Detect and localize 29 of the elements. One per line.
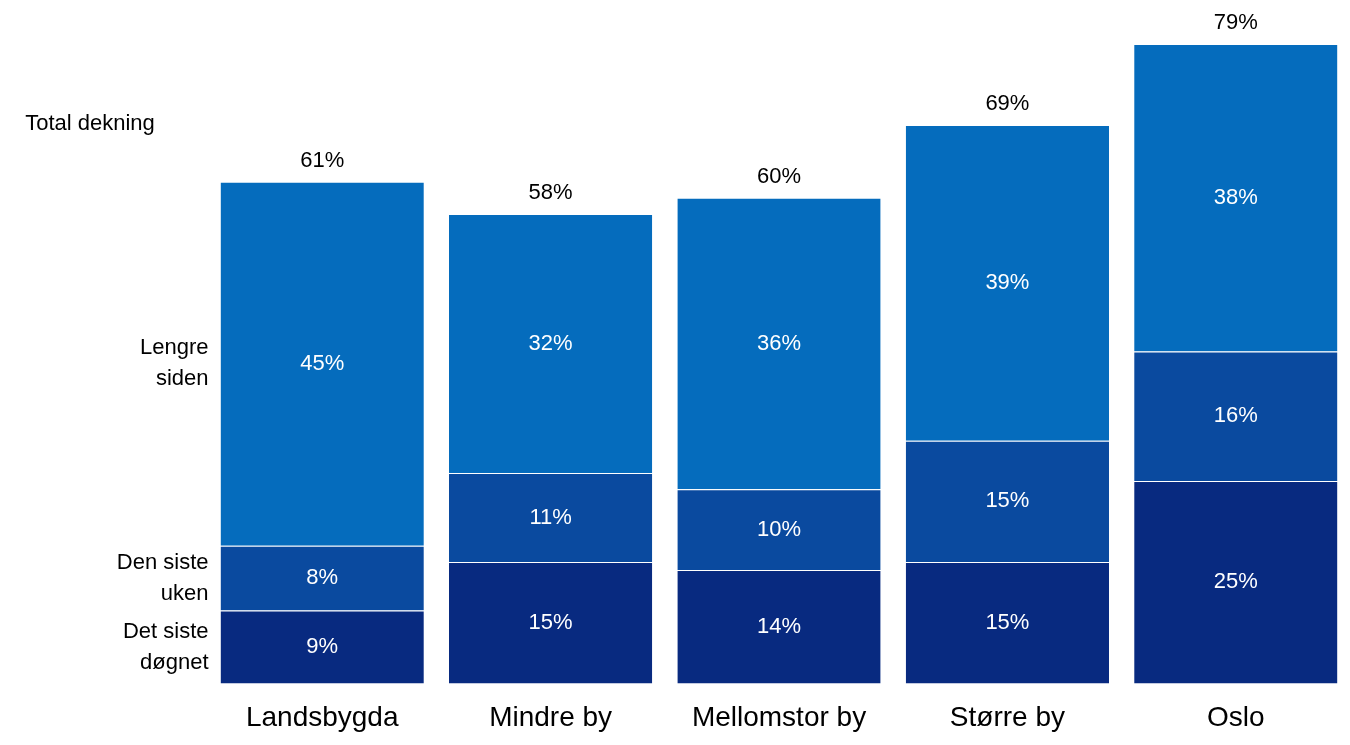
x-tick-label: Oslo [1207,700,1265,732]
data-label: 10% [756,515,802,541]
total-label: 58% [528,179,573,205]
data-label: 15% [985,487,1030,513]
data-label: 15% [528,608,573,634]
data-label: 15% [985,608,1030,634]
x-tick-label: Landsbygda [245,700,399,732]
data-label: 25% [1213,568,1258,594]
data-label: 39% [985,268,1030,294]
series-label: Den siste uken [116,548,209,605]
data-label: 8% [306,564,339,590]
total-label: 60% [756,162,802,188]
data-label: 36% [756,329,802,355]
total-label: 79% [1213,9,1258,35]
data-label: 16% [1213,402,1258,428]
text: Total dekning [25,109,155,135]
data-label: 32% [528,329,573,355]
series-label: Lengre siden [140,334,209,391]
data-label: 11% [529,503,572,529]
x-tick-label: Større by [949,700,1065,732]
x-tick-label: Mellomstor by [691,700,867,732]
series-label: Det siste døgnet [122,617,209,674]
data-label: 9% [306,633,339,659]
data-label: 45% [300,349,345,375]
total-label: 69% [985,90,1030,116]
x-tick-label: Mindre by [489,700,613,732]
data-label: 38% [1213,183,1258,209]
total-label: 61% [300,146,345,172]
data-label: 14% [756,612,802,638]
